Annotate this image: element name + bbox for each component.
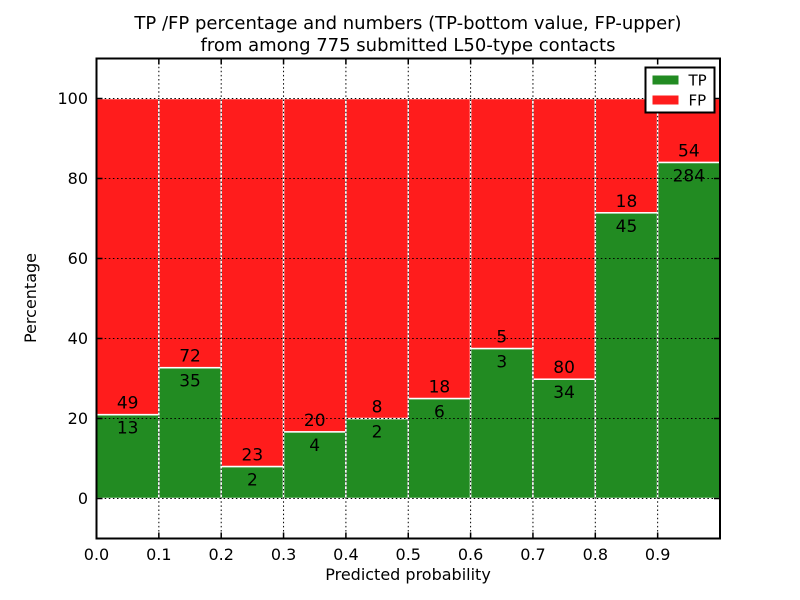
x-tick-label: 0.9 (645, 545, 670, 564)
tp-count-label: 284 (673, 166, 705, 186)
x-tick-label: 0.8 (583, 545, 608, 564)
fp-count-label: 8 (372, 398, 383, 418)
bars-layer (95, 97, 721, 500)
chart-title-line1: TP /FP percentage and numbers (TP-bottom… (133, 13, 681, 34)
fp-count-label: 72 (179, 347, 201, 367)
tp-count-label: 2 (372, 423, 383, 443)
tp-bar (594, 212, 659, 500)
fp-bar (220, 97, 285, 468)
fp-bar (95, 97, 160, 416)
x-tick-label: 0.0 (84, 545, 109, 564)
x-tick-label: 0.3 (271, 545, 296, 564)
tp-bar (407, 397, 472, 500)
x-tick-label: 0.5 (396, 545, 421, 564)
legend-box (644, 66, 716, 114)
y-tick-label: 0 (78, 489, 88, 508)
legend-label-fp: FP (689, 92, 707, 110)
fp-count-label: 54 (678, 141, 700, 161)
fp-count-label: 18 (429, 378, 451, 398)
legend-swatch-fp (652, 95, 679, 105)
tp-bar (656, 161, 721, 500)
x-tick-label: 0.7 (520, 545, 545, 564)
tp-bar (158, 366, 222, 500)
y-tick-label: 60 (68, 249, 88, 268)
gridlines-layer (96, 58, 720, 539)
x-tick-label: 0.2 (208, 545, 233, 564)
tp-count-label: 4 (309, 436, 320, 456)
tp-count-label: 13 (117, 419, 139, 439)
x-tick-label: 0.4 (333, 545, 358, 564)
tp-count-label: 6 (434, 403, 445, 423)
tp-count-label: 35 (179, 372, 201, 392)
y-tick-label: 20 (68, 409, 88, 428)
fp-bar (594, 97, 659, 214)
x-axis-label: Predicted probability (325, 565, 491, 584)
fp-bar (469, 97, 534, 350)
fp-bar (407, 97, 472, 400)
y-tick-label: 100 (57, 89, 88, 108)
fp-count-label: 23 (242, 446, 264, 466)
value-labels-layer: 49 13 72 35 23 2 20 4 8 2 18 6 5 3 80 34 18 45 54 284 0.0 0.1… (57, 89, 705, 564)
y-tick-label: 40 (68, 329, 88, 348)
fp-count-label: 5 (496, 328, 507, 348)
x-tick-label: 0.6 (458, 545, 483, 564)
legend: TP FP (644, 66, 716, 114)
legend-swatch-tp (652, 75, 679, 85)
y-axis-label: Percentage (21, 253, 40, 343)
fp-count-label: 20 (304, 411, 326, 431)
tp-bar (95, 413, 160, 500)
fp-bar (282, 97, 347, 433)
chart-title-line2: from among 775 submitted L50-type contac… (200, 35, 615, 56)
fp-bar (158, 97, 222, 369)
tp-count-label: 34 (553, 383, 575, 403)
fp-count-label: 80 (553, 358, 575, 378)
legend-label-tp: TP (688, 72, 707, 90)
y-tick-label: 80 (68, 169, 88, 188)
fp-count-label: 49 (117, 394, 139, 414)
axes-frame-layer (95, 57, 721, 540)
tp-bar (345, 417, 409, 500)
x-tick-label: 0.1 (146, 545, 171, 564)
tp-count-label: 2 (247, 471, 258, 491)
tp-count-label: 3 (496, 353, 507, 373)
fp-count-label: 18 (616, 192, 638, 212)
tp-count-label: 45 (616, 217, 638, 237)
fp-bar (532, 97, 597, 380)
